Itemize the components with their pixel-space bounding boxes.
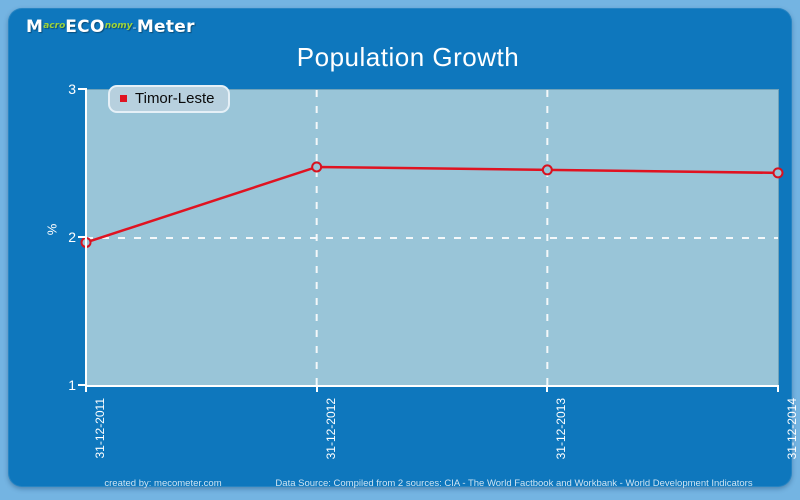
x-tick-label: 31-12-2013 [554,398,568,460]
x-tick-label: 31-12-2012 [324,398,338,460]
mecometer-logo: MacroECOnomy-Meter [26,17,195,37]
x-tick-mark [316,386,318,392]
chart-panel: MacroECOnomy-Meter Population Growth 3 2… [8,8,799,489]
x-tick-mark [777,386,779,392]
y-tick-label: 1 [68,377,76,393]
y-tick-mark [78,384,87,386]
y-tick-label: 3 [68,81,76,97]
x-tick-label: 31-12-2014 [785,398,799,460]
x-axis-line [85,385,779,387]
created-by-text: created by: mecometer.com [104,478,222,489]
legend-series-marker [120,95,127,102]
y-tick-label: 2 [68,229,76,245]
x-tick-mark [85,386,87,392]
data-point-marker [772,167,784,179]
x-tick-label: 31-12-2011 [93,398,107,459]
chart-title: Population Growth [296,42,520,72]
x-tick-mark [546,386,548,392]
data-source-text: Data Source: Compiled from 2 sources: CI… [275,478,753,489]
logo-eco: ECO [65,17,105,37]
logo-separator: - [132,21,137,34]
y-axis-title: % [44,223,60,236]
data-point-marker [541,164,553,176]
logo-m: M [26,17,44,37]
series-line [85,165,779,244]
data-point-marker [311,161,323,173]
legend-chip[interactable]: Timor-Leste [108,85,231,113]
legend-series-label: Timor-Leste [135,90,215,107]
y-tick-mark [78,236,87,238]
plot-area [80,89,784,386]
chart-svg [80,90,784,386]
logo-nomy: nomy [104,21,133,31]
logo-meter: Meter [136,17,195,37]
y-tick-mark [78,88,87,90]
logo-acro: acro [43,21,66,31]
